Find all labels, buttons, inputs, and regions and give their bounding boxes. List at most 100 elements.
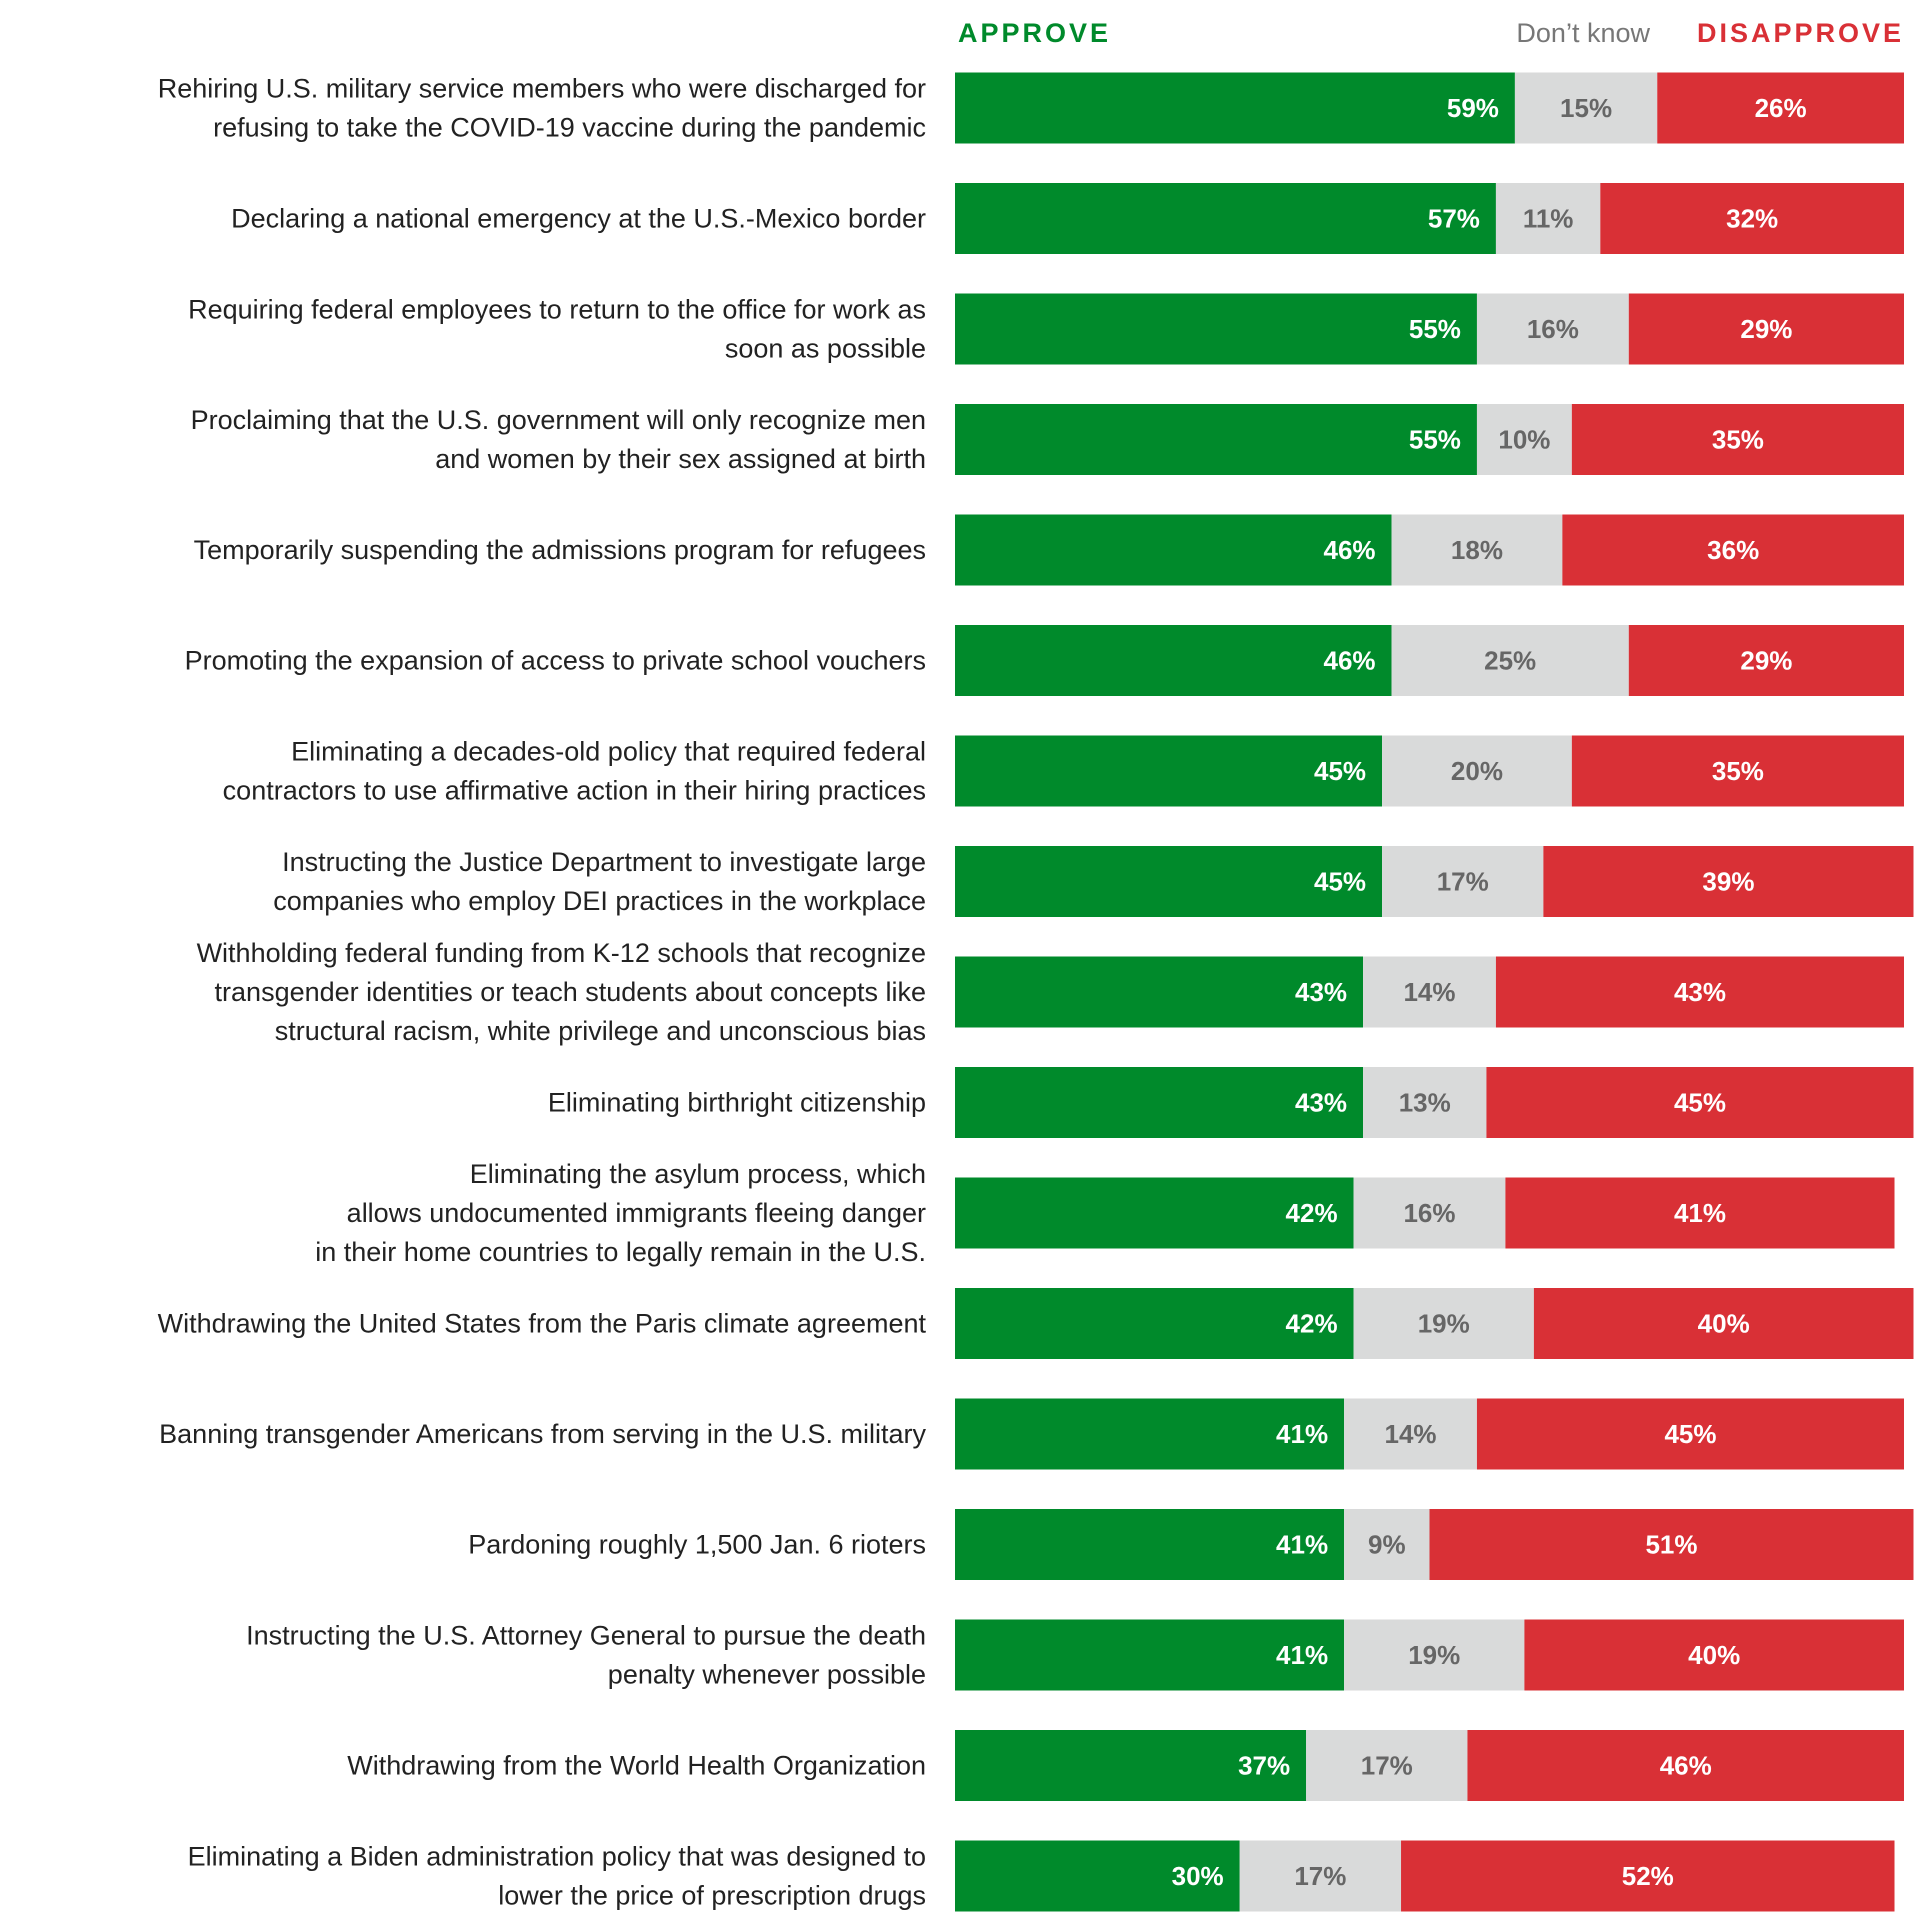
- bar-segment-dont-know: [1476, 293, 1629, 365]
- category-label: Instructing the Justice Department to in…: [273, 847, 926, 916]
- category-label: Withdrawing from the World Health Organi…: [347, 1751, 926, 1781]
- data-label-dont-know: 17%: [1437, 867, 1489, 897]
- bar-segment-approve: [955, 1067, 1364, 1138]
- data-label-dont-know: 10%: [1498, 425, 1550, 455]
- category-label-line: Instructing the Justice Department to in…: [282, 847, 926, 877]
- data-label-disapprove: 35%: [1712, 756, 1764, 786]
- data-label-dont-know: 19%: [1418, 1309, 1470, 1339]
- data-label-dont-know: 20%: [1451, 756, 1503, 786]
- data-label-dont-know: 15%: [1560, 93, 1612, 123]
- category-label: Promoting the expansion of access to pri…: [185, 646, 926, 676]
- bar-segment-approve: [955, 1730, 1307, 1801]
- category-label-line: Eliminating birthright citizenship: [548, 1088, 926, 1118]
- bar-segment-approve: [955, 846, 1383, 917]
- bar-segment-approve: [955, 1398, 1345, 1470]
- data-label-disapprove: 45%: [1664, 1419, 1716, 1449]
- data-label-disapprove: 43%: [1674, 977, 1726, 1007]
- data-label-approve: 42%: [1286, 1198, 1338, 1228]
- bar-segment-approve: [955, 956, 1364, 1028]
- bar-segment-approve: [955, 1288, 1354, 1359]
- data-label-disapprove: 45%: [1674, 1088, 1726, 1118]
- category-label-line: Eliminating a decades-old policy that re…: [291, 737, 926, 767]
- bar-segment-disapprove: [1486, 1067, 1914, 1138]
- data-label-approve: 30%: [1172, 1861, 1224, 1891]
- category-label-line: refusing to take the COVID-19 vaccine du…: [213, 113, 926, 143]
- bar-segment-disapprove: [1657, 72, 1904, 144]
- data-label-disapprove: 26%: [1755, 93, 1807, 123]
- category-label-line: contractors to use affirmative action in…: [223, 776, 926, 806]
- data-label-dont-know: 14%: [1403, 977, 1455, 1007]
- category-label-line: Rehiring U.S. military service members w…: [158, 74, 926, 104]
- data-label-dont-know: 25%: [1484, 646, 1536, 676]
- data-label-approve: 55%: [1409, 425, 1461, 455]
- bar-segment-disapprove: [1533, 1288, 1914, 1359]
- data-label-approve: 45%: [1314, 867, 1366, 897]
- category-label-line: Instructing the U.S. Attorney General to…: [246, 1621, 926, 1651]
- data-label-disapprove: 32%: [1726, 204, 1778, 234]
- category-label-line: Withholding federal funding from K-12 sc…: [197, 938, 926, 968]
- bar-segment-disapprove: [1628, 293, 1904, 365]
- data-label-approve: 55%: [1409, 314, 1461, 344]
- bar-segment-approve: [955, 625, 1392, 696]
- bar-segment-approve: [955, 404, 1477, 475]
- legend-approve: APPROVE: [958, 18, 1111, 48]
- bar-segment-approve: [955, 735, 1383, 807]
- category-label-line: Pardoning roughly 1,500 Jan. 6 rioters: [468, 1530, 926, 1560]
- bar-segment-approve: [955, 293, 1477, 365]
- bar-segment-dont-know: [1363, 1067, 1487, 1138]
- bar-segment-disapprove: [1467, 1730, 1904, 1801]
- data-label-approve: 37%: [1238, 1751, 1290, 1781]
- data-label-approve: 41%: [1276, 1640, 1328, 1670]
- data-label-disapprove: 51%: [1645, 1530, 1697, 1560]
- legend-disapprove: DISAPPROVE: [1697, 18, 1904, 48]
- category-label-line: Banning transgender Americans from servi…: [159, 1419, 926, 1449]
- bar-segment-dont-know: [1495, 183, 1601, 254]
- bar-segment-disapprove: [1495, 956, 1904, 1028]
- data-label-approve: 41%: [1276, 1530, 1328, 1560]
- bar-segment-dont-know: [1391, 625, 1629, 696]
- category-label: Declaring a national emergency at the U.…: [231, 204, 926, 234]
- bar-segment-disapprove: [1571, 735, 1904, 807]
- data-label-dont-know: 16%: [1403, 1198, 1455, 1228]
- bar-segment-disapprove: [1476, 1398, 1904, 1470]
- category-label: Eliminating birthright citizenship: [548, 1088, 926, 1118]
- legend-dont-know: Don’t know: [1516, 18, 1650, 48]
- category-label: Temporarily suspending the admissions pr…: [194, 535, 926, 565]
- category-label-line: Withdrawing the United States from the P…: [158, 1309, 927, 1339]
- category-label-line: transgender identities or teach students…: [215, 977, 926, 1007]
- data-label-dont-know: 17%: [1294, 1861, 1346, 1891]
- data-label-disapprove: 40%: [1698, 1309, 1750, 1339]
- category-label: Banning transgender Americans from servi…: [159, 1419, 926, 1449]
- category-label: Eliminating a Biden administration polic…: [188, 1842, 926, 1911]
- category-label-line: Promoting the expansion of access to pri…: [185, 646, 926, 676]
- bar-segment-dont-know: [1514, 72, 1658, 144]
- data-label-disapprove: 40%: [1688, 1640, 1740, 1670]
- category-label: Eliminating a decades-old policy that re…: [223, 737, 926, 806]
- bar-segment-disapprove: [1429, 1509, 1914, 1580]
- category-label-line: Requiring federal employees to return to…: [188, 295, 926, 325]
- bar-segment-dont-know: [1344, 1509, 1430, 1580]
- data-label-disapprove: 36%: [1707, 535, 1759, 565]
- category-label-line: Eliminating the asylum process, which: [470, 1159, 926, 1189]
- category-label-line: Declaring a national emergency at the U.…: [231, 204, 926, 234]
- data-label-dont-know: 18%: [1451, 535, 1503, 565]
- data-label-dont-know: 14%: [1384, 1419, 1436, 1449]
- data-label-disapprove: 46%: [1660, 1751, 1712, 1781]
- data-label-dont-know: 19%: [1408, 1640, 1460, 1670]
- data-label-approve: 45%: [1314, 756, 1366, 786]
- category-label: Withdrawing the United States from the P…: [158, 1309, 927, 1339]
- bar-segment-approve: [955, 514, 1392, 586]
- category-label-line: structural racism, white privilege and u…: [275, 1016, 926, 1046]
- bar-segment-disapprove: [1524, 1619, 1904, 1691]
- category-label-line: in their home countries to legally remai…: [315, 1237, 926, 1267]
- category-label: Proclaiming that the U.S. government wil…: [191, 405, 926, 474]
- bar-segment-dont-know: [1391, 514, 1563, 586]
- data-label-approve: 46%: [1323, 535, 1375, 565]
- data-label-approve: 46%: [1323, 646, 1375, 676]
- category-label: Requiring federal employees to return to…: [188, 295, 926, 364]
- bar-segment-approve: [955, 72, 1515, 144]
- bar-segment-dont-know: [1353, 1177, 1506, 1249]
- bar-segment-dont-know: [1382, 846, 1544, 917]
- bar-segment-approve: [955, 183, 1496, 254]
- category-label-line: Withdrawing from the World Health Organi…: [347, 1751, 926, 1781]
